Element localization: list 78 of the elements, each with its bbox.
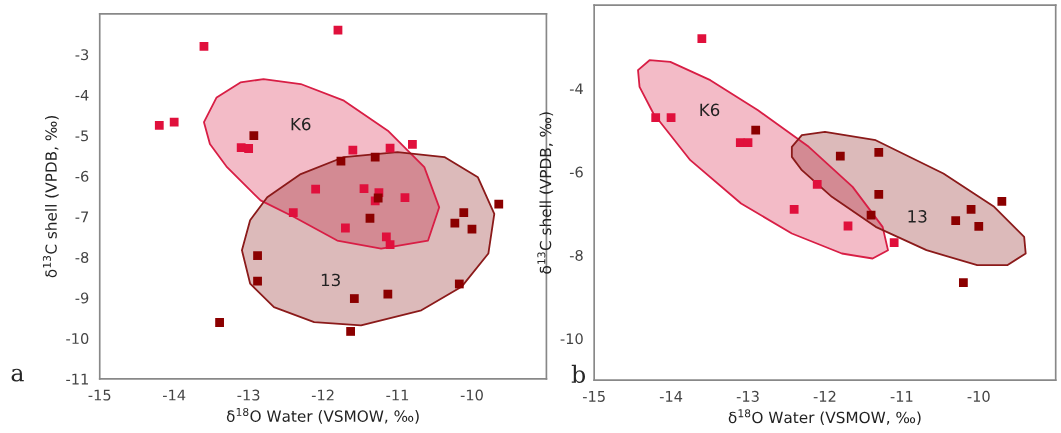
point [249, 131, 259, 140]
point [154, 121, 164, 130]
y-axis-title: δ$^{13}$C shell (VPDB, ‰) [42, 116, 59, 278]
point [959, 278, 968, 288]
x-tick-label: -11 [890, 391, 913, 402]
annotation: 13 [321, 273, 340, 287]
point [494, 199, 504, 209]
point [812, 179, 822, 189]
point [874, 147, 884, 157]
y-tick-label: -9 [75, 292, 89, 304]
point [835, 151, 845, 161]
point [751, 125, 761, 135]
x-tick-label: -14 [162, 389, 186, 401]
x-tick-label: -12 [813, 390, 836, 402]
point [349, 294, 359, 303]
point [348, 145, 358, 155]
y-tick-label: -6 [75, 170, 89, 182]
point [288, 208, 298, 217]
point [385, 240, 395, 250]
point [365, 213, 375, 223]
x-tick-label: -13 [237, 389, 260, 401]
point [997, 197, 1007, 206]
y-tick-label: -8 [569, 249, 583, 261]
point [889, 238, 899, 248]
y-tick-label: -3 [75, 49, 89, 61]
x-tick-label: -15 [582, 391, 605, 402]
point [454, 279, 464, 289]
x-tick-label: -15 [88, 389, 111, 401]
point [789, 204, 799, 214]
point [974, 222, 984, 231]
y-tick-label: -10 [66, 333, 89, 345]
point [253, 276, 262, 286]
point [370, 152, 380, 162]
x-tick-label: -13 [736, 390, 759, 402]
x-axis-title: δ$^{18}$O Water (VSMOW, ‰) [226, 407, 419, 424]
point [966, 204, 976, 214]
annotation: K6 [291, 117, 311, 131]
annotation: K6 [700, 103, 720, 117]
x-tick-label: -14 [659, 391, 683, 402]
y-axis-title: δ$^{13}$C shell (VPDB, ‰) [537, 112, 554, 274]
y-tick-label: -8 [75, 251, 89, 263]
x-axis-title: δ$^{18}$O Water (VSMOW, ‰) [728, 409, 921, 426]
y-tick-label: -4 [75, 89, 89, 101]
point [450, 218, 460, 228]
point [341, 223, 350, 233]
x-tick-label: -10 [967, 390, 990, 402]
x-tick-label: -12 [311, 389, 334, 401]
point [400, 193, 410, 202]
y-tick-label: -11 [66, 373, 88, 385]
y-tick-label: -4 [569, 83, 583, 95]
point [253, 251, 262, 260]
point [408, 140, 417, 149]
text: b [571, 364, 586, 384]
point [697, 34, 707, 43]
point [244, 144, 254, 153]
x-tick-label: -11 [386, 389, 409, 401]
text: a [11, 368, 24, 382]
point [359, 184, 369, 194]
y-tick-label: -6 [569, 166, 583, 178]
annotation: 13 [908, 210, 927, 223]
y-tick-label: -7 [75, 211, 89, 223]
point [169, 117, 179, 127]
x-tick-label: -10 [460, 389, 483, 401]
point [215, 318, 224, 327]
point [311, 184, 321, 194]
point [874, 189, 884, 199]
point [383, 289, 393, 299]
y-tick-label: -5 [75, 130, 89, 142]
y-tick-label: -10 [560, 333, 583, 345]
point [951, 216, 961, 225]
point [199, 41, 209, 51]
point [346, 327, 356, 336]
point [743, 138, 753, 148]
point [866, 210, 876, 220]
point [459, 208, 469, 217]
point [666, 113, 676, 123]
point [651, 113, 661, 123]
point [467, 224, 477, 234]
